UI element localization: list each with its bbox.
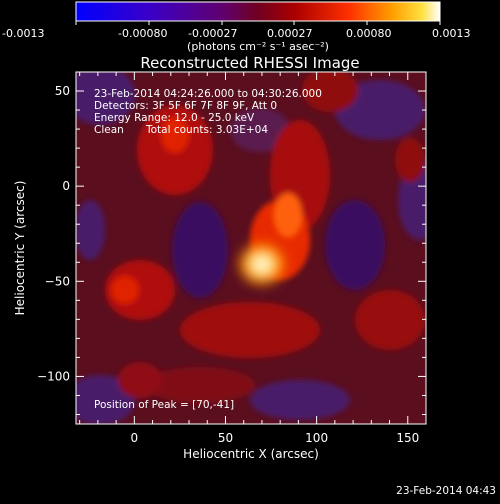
colorbar-ticks (75, 21, 441, 25)
y-tick-label-1: −50 (45, 274, 70, 288)
heatmap-blobs (76, 72, 426, 424)
x-tick-label-0: 0 (131, 431, 139, 445)
x-tick-label-3: 150 (396, 431, 419, 445)
colorbar-tick-label-2: -0.00027 (188, 27, 237, 40)
peak-glow (239, 244, 284, 285)
heatmap-image (76, 72, 426, 424)
annotation-peak: Position of Peak = [70,-41] (94, 399, 234, 411)
y-axis-label: Heliocentric Y (arcsec) (13, 181, 27, 316)
y-tick-label-2: 0 (62, 179, 70, 193)
y-tick-label-3: 50 (55, 84, 70, 98)
annotation-clean: Clean (94, 124, 124, 136)
colorbar-gradient (75, 1, 441, 22)
colorbar-tick-label-3: 0.00027 (267, 27, 313, 40)
annotation-counts: Total counts: 3.03E+04 (145, 124, 268, 136)
annotation-detectors: Detectors: 3F 5F 6F 7F 8F 9F, Att 0 (94, 100, 277, 112)
colorbar-tick-label-1: -0.00080 (118, 27, 167, 40)
colorbar-unit-label: (photons cm⁻² s⁻¹ asec⁻²) (187, 40, 329, 53)
plot-frame (75, 71, 427, 425)
chart-title: Reconstructed RHESSI Image (140, 54, 359, 72)
y-tick-label-0: −100 (37, 369, 70, 383)
colorbar-tick-label-4: 0.00080 (346, 27, 392, 40)
x-tick-label-2: 100 (305, 431, 328, 445)
colorbar: -0.0013 -0.00080 -0.00027 0.00027 0.0008… (2, 1, 471, 53)
axes: 0 50 100 150 −100 −50 0 50 (37, 71, 427, 445)
peak-core (253, 257, 270, 272)
annotation-energy: Energy Range: 12.0 - 25.0 keV (94, 112, 255, 124)
colorbar-tick-label-0: -0.0013 (2, 27, 44, 40)
footer-timestamp: 23-Feb-2014 04:43 (396, 485, 496, 497)
annotation-time-range: 23-Feb-2014 04:24:26.000 to 04:30:26.000 (94, 88, 322, 100)
x-axis-label: Heliocentric X (arcsec) (183, 447, 319, 461)
x-tick-label-1: 50 (218, 431, 233, 445)
colorbar-tick-label-5: 0.0013 (432, 27, 471, 40)
